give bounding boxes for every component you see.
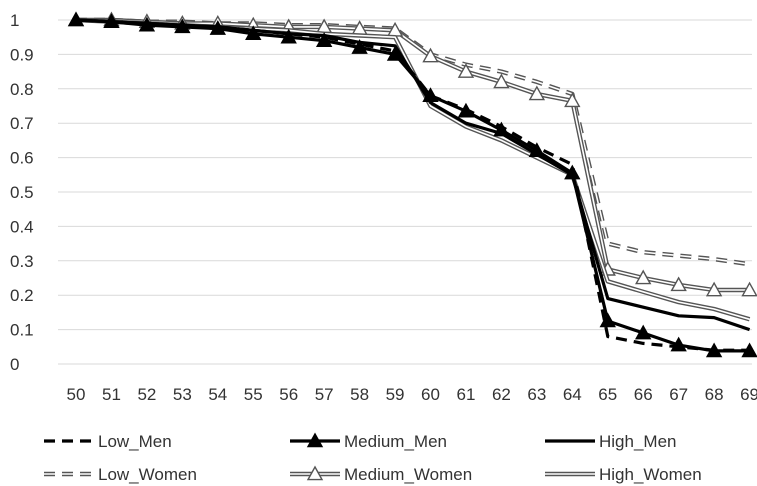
y-tick-label: 1 <box>10 11 19 30</box>
marker-Medium_Women <box>493 73 510 89</box>
x-tick-label: 64 <box>563 385 582 404</box>
x-tick-label: 63 <box>527 385 546 404</box>
y-tick-label: 0.4 <box>10 217 34 236</box>
y-tick-label: 0.9 <box>10 45 34 64</box>
x-tick-label: 51 <box>102 385 121 404</box>
x-tick-label: 66 <box>634 385 653 404</box>
x-tick-label: 68 <box>705 385 724 404</box>
y-tick-label: 0.1 <box>10 321 34 340</box>
marker-Medium_Men-key <box>306 432 324 448</box>
y-tick-label: 0.2 <box>10 286 34 305</box>
marker-Medium_Women <box>457 63 475 78</box>
y-tick-label: 0.8 <box>10 80 34 99</box>
x-tick-label: 61 <box>456 385 475 404</box>
series-High_Women <box>75 17 751 322</box>
x-tick-label: 55 <box>244 385 263 404</box>
series-lines <box>67 11 757 358</box>
marker-Medium_Men <box>670 336 687 352</box>
series-line-Medium_Men <box>75 18 750 353</box>
series-line-core-High_Women <box>75 19 750 321</box>
x-tick-label: 67 <box>669 385 688 404</box>
legend-label: High_Men <box>599 432 677 451</box>
legend-item-Medium_Men: Medium_Men <box>290 432 447 451</box>
legend-item-Low_Men: Low_Men <box>44 432 172 451</box>
marker-Medium_Men <box>280 28 297 44</box>
marker-Medium_Men <box>67 11 85 27</box>
legend-label: Low_Men <box>98 432 172 451</box>
x-tick-label: 50 <box>67 385 86 404</box>
marker-Medium_Men <box>138 16 156 32</box>
x-tick-label: 59 <box>386 385 405 404</box>
marker-Medium_Women <box>422 47 439 63</box>
legend: Low_Men Medium_Men High_Men Low_Women Medium… <box>44 432 702 484</box>
y-tick-label: 0.5 <box>10 183 34 202</box>
marker-Medium_Women <box>528 85 546 101</box>
marker-Medium_Men <box>422 87 439 102</box>
marker-Medium_Men <box>209 20 226 35</box>
x-tick-label: 53 <box>173 385 192 404</box>
legend-item-Medium_Women: Medium_Women <box>290 465 472 484</box>
legend-label: Medium_Men <box>344 432 447 451</box>
x-tick-label: 52 <box>137 385 156 404</box>
y-tick-label: 0.6 <box>10 149 34 168</box>
legend-label: Medium_Women <box>344 465 472 484</box>
y-axis-tick-labels: 0 0.1 0.2 0.3 0.4 0.5 0.6 0.7 0.8 0.9 1 <box>10 11 34 374</box>
x-tick-label: 57 <box>315 385 334 404</box>
y-tick-label: 0 <box>10 355 19 374</box>
marker-Medium_Women <box>741 281 757 297</box>
marker-Medium_Women <box>670 276 687 292</box>
marker-Medium_Men <box>315 32 333 47</box>
marker-Medium_Men <box>351 39 368 54</box>
marker-Medium_Men <box>386 45 404 61</box>
x-tick-label: 65 <box>598 385 617 404</box>
gridlines <box>58 19 752 365</box>
marker-Medium_Women-key <box>306 465 324 481</box>
x-tick-label: 54 <box>208 385 227 404</box>
x-tick-label: 69 <box>740 385 757 404</box>
x-axis-tick-labels: 50 51 52 53 54 55 56 57 58 59 60 61 62 63 64 65 66 67 68 69 <box>67 385 757 404</box>
marker-Medium_Men <box>599 312 616 328</box>
marker-Medium_Men <box>705 342 723 358</box>
series-line-core-Medium_Women <box>76 19 750 291</box>
marker-Medium_Men <box>103 13 120 29</box>
series-line-High_Women <box>75 17 751 322</box>
marker-Medium_Women <box>564 92 581 108</box>
legend-label: Low_Women <box>98 465 197 484</box>
legend-item-High_Men: High_Men <box>545 432 677 451</box>
legend-label: High_Women <box>599 465 702 484</box>
series-line-Low_Women <box>76 17 750 267</box>
marker-Medium_Women <box>635 269 652 285</box>
marker-Medium_Men <box>457 102 475 118</box>
marker-Medium_Men <box>741 342 757 358</box>
marker-Medium_Men <box>174 18 191 34</box>
x-tick-label: 58 <box>350 385 369 404</box>
marker-Medium_Men <box>245 25 262 41</box>
legend-item-High_Women: High_Women <box>545 465 702 484</box>
marker-Medium_Men <box>493 121 510 137</box>
legend-item-Low_Women: Low_Women <box>44 465 197 484</box>
marker-Medium_Men <box>635 324 652 340</box>
y-tick-label: 0.7 <box>10 114 34 133</box>
series-line-Medium_Women <box>76 17 750 293</box>
marker-Medium_Women <box>705 281 723 297</box>
y-tick-label: 0.3 <box>10 252 34 271</box>
marker-Medium_Men <box>564 164 581 180</box>
series-Medium_Men <box>67 11 757 358</box>
x-tick-label: 56 <box>279 385 298 404</box>
marker-Medium_Men <box>528 142 546 158</box>
x-tick-label: 60 <box>421 385 440 404</box>
series-line-core-Low_Women <box>76 19 750 265</box>
x-tick-label: 62 <box>492 385 511 404</box>
series-Low_Women <box>76 17 750 267</box>
